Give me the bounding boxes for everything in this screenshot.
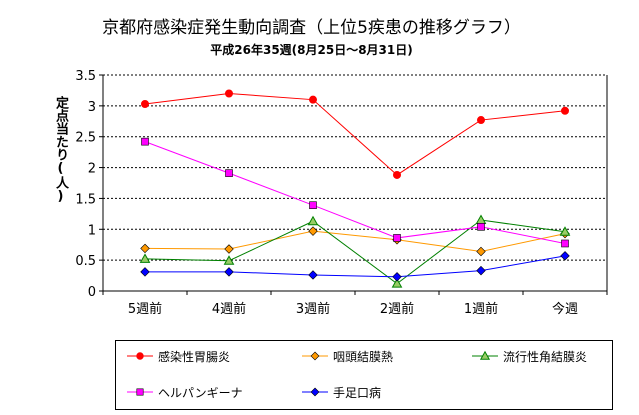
line-chart: 0 0.5 1 1.5 2 2.5 3 3.5 5週前 4週前 3週前 2週前 1週前 今週 (75, 69, 608, 317)
data-point (140, 267, 150, 277)
data-point (141, 137, 149, 146)
legend-swatch (127, 388, 153, 396)
data-point (309, 201, 317, 210)
legend-item: 流行性角結膜炎 (471, 347, 587, 365)
data-point (392, 272, 402, 282)
data-point (476, 246, 486, 257)
data-point (307, 215, 319, 226)
legend-swatch (127, 352, 153, 360)
y-tick-label: 3.5 (75, 69, 96, 84)
series-line (145, 255, 566, 278)
data-point (477, 223, 485, 231)
chart-subtitle: 平成26年35週(8月25日～8月31日) (210, 43, 413, 57)
legend-label: 手足口病 (333, 385, 382, 400)
chart-title: 京都府感染症発生動向調査（上位5疾患の推移グラフ） (102, 18, 521, 38)
series-line (144, 141, 566, 244)
data-point (225, 169, 233, 177)
data-point (223, 255, 235, 265)
data-point (136, 352, 144, 360)
data-point (475, 214, 487, 225)
data-point (136, 388, 144, 396)
data-point (561, 239, 569, 248)
legend-item: ヘルパンギーナ (126, 383, 243, 401)
data-point (224, 244, 234, 254)
legend: 感染性胃腸炎 咽頭結膜熱 流行性角結膜炎ヘルパンギーナ 手足口病 (115, 340, 613, 410)
data-point (310, 387, 320, 397)
y-tick-label: 2.5 (75, 131, 96, 146)
series-line (144, 219, 566, 285)
y-axis-label: 定点当たり(人) (53, 96, 68, 204)
data-point (225, 89, 233, 98)
legend-swatch (302, 351, 328, 361)
y-tick-label: 1 (88, 223, 96, 238)
series-line (144, 93, 566, 176)
y-tick-label: 2 (88, 162, 96, 177)
data-point (559, 226, 571, 236)
legend-label: ヘルパンギーナ (158, 385, 243, 400)
x-tick-label: 2週前 (380, 301, 414, 317)
x-tick-label: 3週前 (296, 301, 330, 317)
series-2 (139, 214, 571, 288)
legend-label: 流行性角結膜炎 (503, 349, 588, 364)
legend-item: 感染性胃腸炎 (126, 347, 230, 365)
legend-item: 咽頭結膜熱 (301, 347, 393, 365)
data-point (476, 265, 486, 276)
legend-item: 手足口病 (301, 383, 381, 401)
y-tick-label: 0.5 (75, 254, 96, 269)
series-1 (140, 226, 570, 257)
x-tick-label: 1週前 (464, 301, 498, 317)
legend-label: 咽頭結膜熱 (333, 349, 394, 364)
legend-swatch (472, 350, 498, 360)
series-4 (140, 251, 570, 282)
legend-label: 感染性胃腸炎 (158, 349, 231, 364)
data-point (391, 278, 403, 288)
x-tick-label: 5週前 (128, 301, 162, 317)
data-point (477, 116, 485, 125)
data-point (140, 243, 150, 254)
data-point (224, 267, 234, 277)
data-point (393, 234, 401, 242)
data-point (560, 251, 570, 261)
legend-swatch (302, 387, 328, 397)
data-point (393, 170, 401, 179)
data-point (561, 106, 569, 115)
series-0 (141, 89, 569, 179)
data-point (479, 350, 491, 360)
data-point (141, 100, 149, 109)
data-point (309, 95, 317, 104)
data-point (308, 226, 318, 236)
x-tick-label: 4週前 (212, 301, 246, 317)
x-tick-label: 今週 (552, 301, 578, 317)
y-tick-label: 3 (88, 100, 96, 115)
y-tick-label: 1.5 (75, 192, 96, 207)
data-point (308, 270, 318, 280)
y-tick-label: 0 (88, 285, 96, 300)
series-3 (141, 137, 569, 248)
data-point (139, 253, 151, 263)
data-point (310, 351, 320, 361)
series-line (144, 230, 566, 253)
